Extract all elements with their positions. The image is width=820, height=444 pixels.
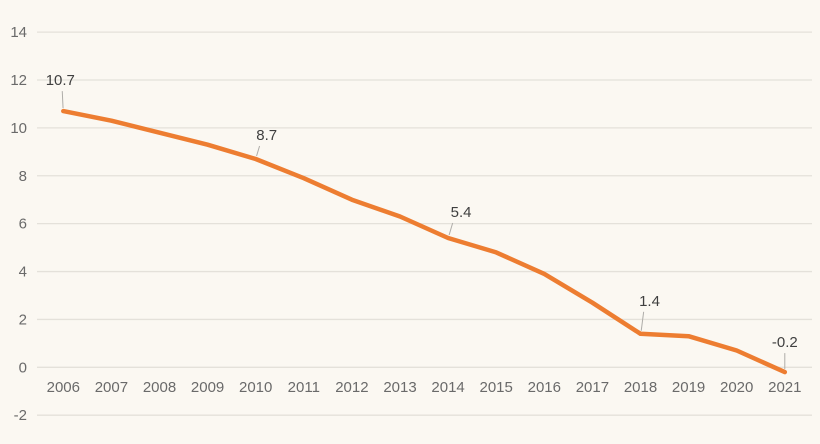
- x-axis-tick-label: 2017: [576, 379, 609, 396]
- data-label-leader-line: [640, 311, 645, 331]
- data-label: 1.4: [639, 293, 660, 310]
- x-axis-tick-label: 2013: [383, 379, 416, 396]
- x-axis-tick-label: 2018: [624, 379, 657, 396]
- x-axis-tick-label: 2007: [95, 379, 128, 396]
- data-label: 10.7: [46, 72, 75, 89]
- series-line: [61, 108, 788, 375]
- x-axis-tick-label: 2006: [47, 379, 80, 396]
- data-label-leader-line: [61, 91, 64, 109]
- x-axis-tick-label: 2010: [239, 379, 272, 396]
- data-label-leader-line: [448, 222, 454, 236]
- data-label: 5.4: [451, 204, 472, 221]
- x-axis-tick-label: 2011: [288, 379, 320, 396]
- y-axis-tick-label: 0: [19, 359, 27, 376]
- y-axis-tick-label: 12: [10, 72, 27, 89]
- y-axis-tick-label: 2: [19, 311, 27, 328]
- y-axis-tick-label: 8: [19, 168, 27, 185]
- y-axis-tick-label: -2: [14, 407, 27, 424]
- x-axis-tick-label: 2008: [143, 379, 176, 396]
- x-axis-tick-label: 2014: [431, 379, 464, 396]
- data-label: -0.2: [772, 334, 798, 351]
- data-label: 8.7: [256, 127, 277, 144]
- x-axis-tick-label: 2016: [528, 379, 561, 396]
- x-axis-tick-label: 2015: [480, 379, 513, 396]
- data-label-leader-line: [256, 145, 261, 157]
- y-axis-tick-label: 14: [10, 24, 27, 41]
- x-axis-tick-label: 2019: [672, 379, 705, 396]
- x-axis-tick-label: 2012: [335, 379, 368, 396]
- x-axis-tick-label: 2009: [191, 379, 224, 396]
- x-axis-tick-label: 2020: [720, 379, 753, 396]
- y-axis-tick-label: 6: [19, 216, 27, 233]
- y-axis-tick-label: 4: [19, 264, 27, 281]
- y-axis-tick-label: 10: [10, 120, 27, 137]
- x-axis-tick-label: 2021: [768, 379, 801, 396]
